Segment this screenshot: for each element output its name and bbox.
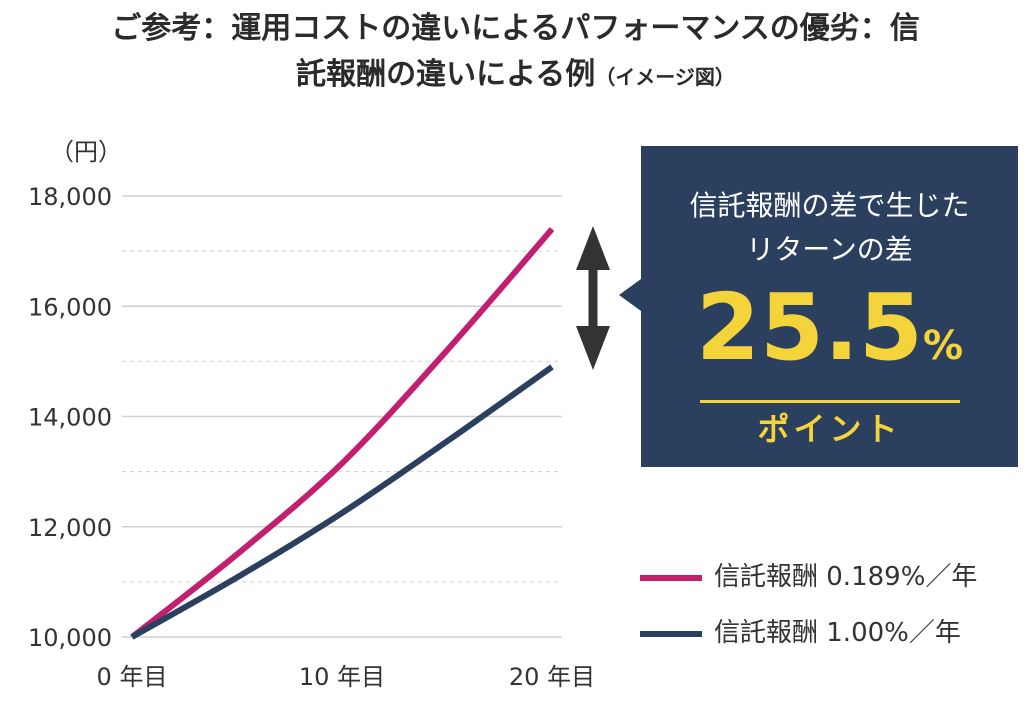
y-tick-label: 16,000 — [28, 293, 112, 321]
title-line-2: 託報酬の違いによる例（イメージ図） — [0, 52, 1031, 100]
callout-message: 信託報酬の差で生じた リターンの差 — [641, 184, 1018, 272]
legend-swatch-magenta — [640, 574, 702, 581]
title-line-2-main: 託報酬の違いによる例 — [296, 57, 596, 92]
difference-arrow — [576, 226, 610, 370]
series-line-navy — [130, 364, 554, 640]
callout-number: 25.5 — [695, 274, 923, 381]
y-axis-unit-label: （円） — [50, 138, 122, 166]
series-line-magenta — [130, 227, 555, 640]
x-tick-label: 10 年目 — [299, 663, 385, 691]
callout-line-2: リターンの差 — [746, 233, 913, 266]
callout-line-1: 信託報酬の差で生じた — [689, 189, 970, 222]
legend-label-magenta: 信託報酬 0.189%／年 — [714, 562, 978, 592]
legend-item-magenta: 信託報酬 0.189%／年 — [640, 556, 977, 593]
title-note: （イメージ図） — [595, 65, 735, 89]
callout-percent: % — [922, 323, 964, 369]
legend-item-navy: 信託報酬 1.00%／年 — [640, 612, 961, 649]
callout-unit: ポイント — [757, 410, 902, 448]
y-tick-label: 10,000 — [28, 624, 112, 652]
callout-value: 25.5% — [641, 278, 1018, 396]
x-tick-label: 20 年目 — [509, 663, 595, 691]
x-axis-ticks: 0 年目 10 年目 20 年目 — [97, 663, 596, 691]
y-tick-label: 18,000 — [28, 183, 112, 211]
legend-swatch-navy — [640, 630, 702, 637]
x-tick-label: 0 年目 — [97, 663, 168, 691]
title-line-1: ご参考：運用コストの違いによるパフォーマンスの優劣：信 — [111, 11, 920, 46]
chart-title: ご参考：運用コストの違いによるパフォーマンスの優劣：信 託報酬の違いによる例（イ… — [0, 6, 1031, 100]
y-tick-label: 14,000 — [28, 404, 112, 432]
difference-callout: 信託報酬の差で生じた リターンの差 25.5% ポイント — [619, 146, 1018, 467]
legend-label-navy: 信託報酬 1.00%／年 — [714, 618, 961, 648]
callout-underline — [699, 400, 960, 403]
series-lines — [130, 227, 555, 640]
y-axis-ticks: 10,000 12,000 14,000 16,000 18,000 — [28, 183, 112, 652]
grid-lines — [122, 195, 562, 638]
y-tick-label: 12,000 — [28, 514, 112, 542]
